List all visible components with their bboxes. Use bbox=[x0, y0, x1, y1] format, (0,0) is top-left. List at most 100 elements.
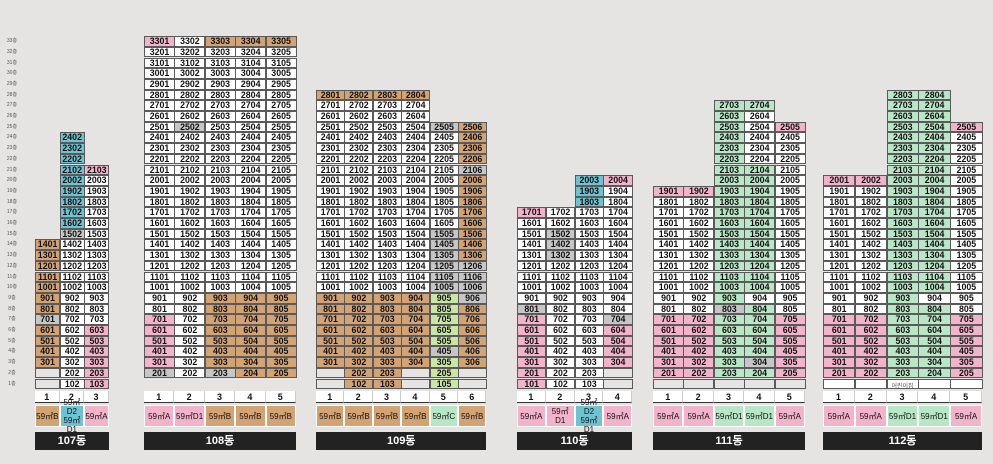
unit-cell: 1002 bbox=[59, 282, 85, 293]
unit-cell: 1401 bbox=[144, 239, 175, 251]
unit-cell: 1904 bbox=[235, 185, 267, 197]
unit-cell: 1802 bbox=[59, 196, 85, 208]
unit-cell: 1002 bbox=[854, 282, 888, 293]
unit-cell: 901 bbox=[823, 292, 856, 304]
floor-label: 23층 bbox=[6, 145, 18, 152]
unit-cell: 1805 bbox=[774, 196, 806, 208]
unit-cell: 1402 bbox=[59, 239, 85, 251]
unit-cell: 2505 bbox=[950, 121, 983, 133]
unit-cell: 302 bbox=[683, 357, 715, 368]
unit-cell bbox=[950, 378, 983, 390]
floor-label: 27층 bbox=[6, 102, 18, 109]
unit-cell: 1305 bbox=[429, 250, 459, 261]
unit-cell: 902 bbox=[59, 292, 85, 304]
unit-cell: 1301 bbox=[517, 250, 547, 261]
line-number: 2 bbox=[344, 391, 373, 403]
unit-cell: 1103 bbox=[574, 271, 604, 283]
line-number: 3 bbox=[84, 391, 109, 403]
unit-cell: 2204 bbox=[235, 153, 267, 165]
unit-cell: 1004 bbox=[235, 282, 267, 293]
unit-cell: 701 bbox=[823, 314, 856, 325]
unit-cell: 401 bbox=[144, 346, 175, 358]
unit-cell: 1803 bbox=[84, 196, 110, 208]
unit-cell: 2003 bbox=[372, 175, 402, 186]
unit-cell: 1803 bbox=[886, 196, 919, 208]
unit-cell: 502 bbox=[854, 335, 888, 347]
unit-cell: 2205 bbox=[429, 153, 459, 165]
unit-cell: 505 bbox=[265, 335, 297, 347]
unit-cell: 506 bbox=[458, 335, 487, 347]
unit-cell: 102 bbox=[59, 378, 85, 390]
unit-cell: 403 bbox=[372, 346, 402, 358]
unit-cell: 3101 bbox=[144, 57, 175, 69]
unit-cell: 1004 bbox=[918, 282, 951, 293]
unit-cell: 1803 bbox=[204, 196, 236, 208]
unit-cell: 3301 bbox=[144, 36, 175, 47]
unit-cell: 703 bbox=[886, 314, 919, 325]
unit-cell: 701 bbox=[517, 314, 547, 325]
floor-label: 30층 bbox=[6, 70, 18, 77]
unit-cell: 1703 bbox=[84, 207, 110, 218]
unit-cell: 1003 bbox=[574, 282, 604, 293]
unit-cell: 1605 bbox=[429, 218, 459, 229]
unit-cell: 1102 bbox=[59, 271, 85, 283]
unit-type-label: 59㎡B bbox=[235, 405, 266, 427]
unit-cell: 1601 bbox=[316, 218, 345, 229]
unit-cell: 2004 bbox=[235, 175, 267, 186]
unit-cell: 803 bbox=[84, 303, 110, 315]
unit-cell: 1101 bbox=[35, 271, 61, 283]
unit-cell: 201 bbox=[144, 367, 175, 379]
unit-cell: 2703 bbox=[372, 100, 402, 111]
unit-empty bbox=[458, 378, 487, 390]
unit-type-text: 59㎡D1 bbox=[745, 411, 773, 421]
unit-type-label: 59㎡B bbox=[265, 405, 296, 427]
unit-cell: 603 bbox=[372, 325, 402, 336]
unit-cell: 405 bbox=[950, 346, 983, 358]
unit-cell: 205 bbox=[429, 367, 459, 379]
unit-cell: 1403 bbox=[574, 239, 604, 251]
unit-cell: 1901 bbox=[144, 185, 175, 197]
unit-cell: 1602 bbox=[683, 218, 715, 229]
unit-cell: 1001 bbox=[823, 282, 856, 293]
unit-cell: 605 bbox=[265, 325, 297, 336]
floor-label: 5층 bbox=[8, 337, 16, 344]
unit-cell: 1004 bbox=[744, 282, 776, 293]
unit-cell: 1203 bbox=[84, 260, 110, 272]
unit-cell: 802 bbox=[344, 303, 374, 315]
unit-cell: 1705 bbox=[429, 207, 459, 218]
unit-cell: 2303 bbox=[372, 143, 402, 154]
unit-cell: 1701 bbox=[653, 207, 684, 218]
unit-cell: 1101 bbox=[653, 271, 684, 283]
unit-cell: 3203 bbox=[204, 46, 236, 58]
unit-cell: 304 bbox=[603, 357, 633, 368]
unit-cell: 601 bbox=[144, 325, 175, 336]
unit-cell: 1001 bbox=[144, 282, 175, 293]
unit-cell: 801 bbox=[35, 303, 61, 315]
unit-cell: 703 bbox=[713, 314, 745, 325]
unit-cell: 1102 bbox=[854, 271, 888, 283]
unit-cell: 2904 bbox=[235, 78, 267, 90]
unit-cell: 1805 bbox=[265, 196, 297, 208]
unit-cell: 604 bbox=[235, 325, 267, 336]
unit-type-label: 59㎡A bbox=[774, 405, 805, 427]
unit-cell: 1603 bbox=[84, 218, 110, 229]
unit-cell: 601 bbox=[823, 325, 856, 336]
floor-label: 12층 bbox=[6, 262, 18, 269]
unit-cell: 603 bbox=[574, 325, 604, 336]
line-number: 4 bbox=[603, 391, 633, 403]
unit-cell: 2802 bbox=[174, 89, 206, 101]
line-number: 3 bbox=[574, 391, 604, 403]
unit-cell: 1503 bbox=[886, 228, 919, 240]
unit-cell: 402 bbox=[59, 346, 85, 358]
unit-cell: 1003 bbox=[84, 282, 110, 293]
unit-cell: 1604 bbox=[235, 218, 267, 229]
unit-cell: 2103 bbox=[372, 164, 402, 176]
unit-cell: 1304 bbox=[918, 250, 951, 261]
unit-cell: 1401 bbox=[653, 239, 684, 251]
unit-type-text: 59㎡B bbox=[319, 411, 342, 421]
unit-cell: 702 bbox=[344, 314, 374, 325]
unit-cell: 1605 bbox=[774, 218, 806, 229]
unit-empty bbox=[401, 367, 431, 379]
unit-cell: 1503 bbox=[204, 228, 236, 240]
unit-cell: 801 bbox=[823, 303, 856, 315]
